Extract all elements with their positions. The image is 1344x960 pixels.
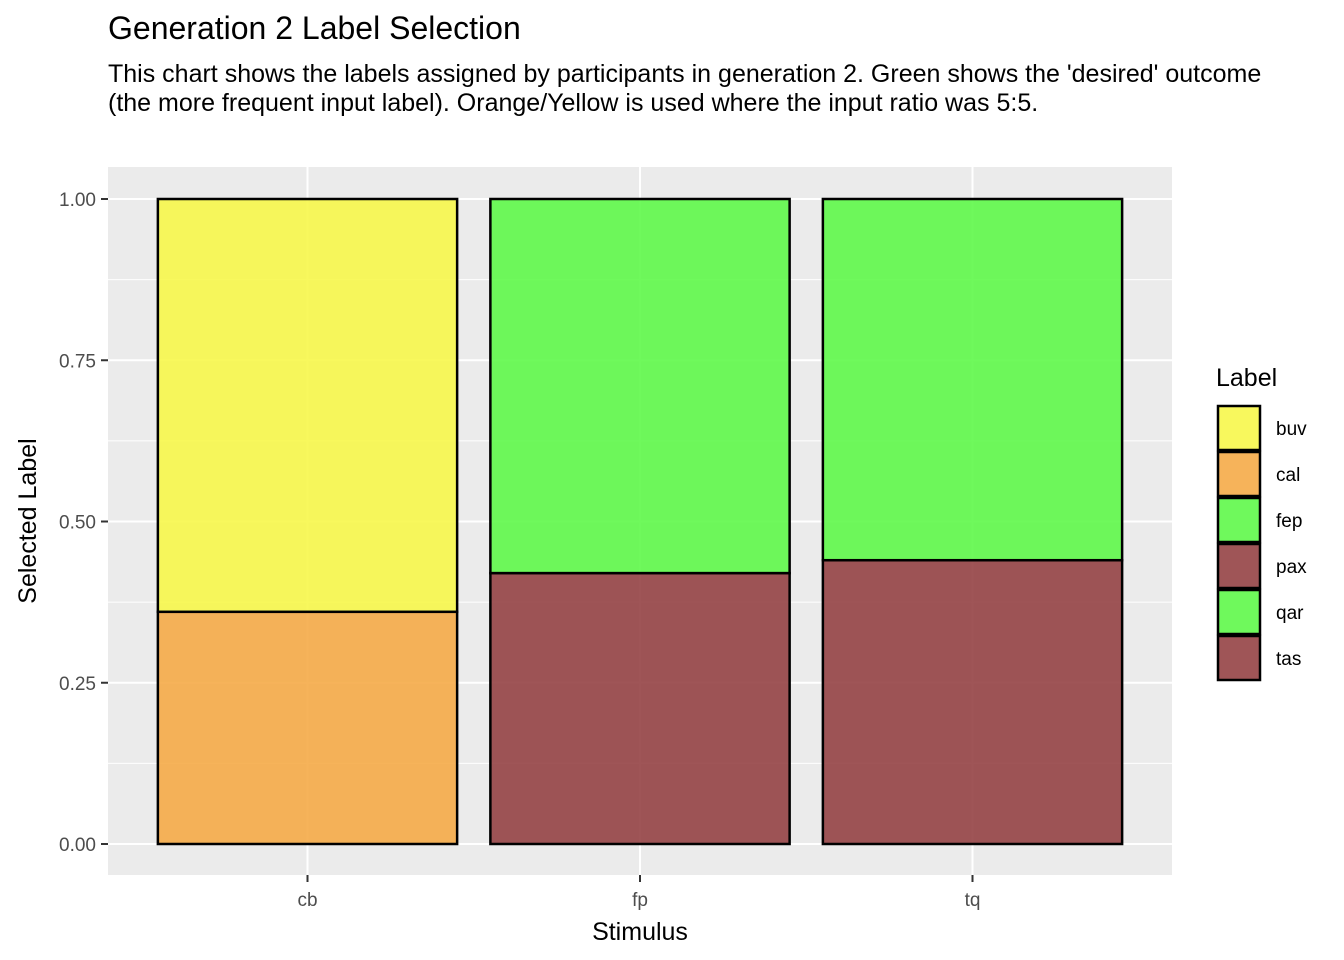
y-tick-label: 0.75 — [59, 351, 96, 372]
y-tick-label: 0.00 — [59, 835, 96, 856]
legend-key-pax — [1216, 542, 1262, 590]
legend-label-pax: pax — [1276, 557, 1307, 578]
legend-title: Label — [1216, 364, 1277, 392]
legend-label-fep: fep — [1276, 511, 1302, 532]
bar-segment-tq-tas — [821, 558, 1124, 846]
chart-subtitle: This chart shows the labels assigned by … — [108, 60, 1262, 117]
bar-segment-fp-pax — [489, 571, 791, 846]
chart-title: Generation 2 Label Selection — [108, 10, 521, 46]
legend-key-tas — [1216, 634, 1262, 682]
legend-key-buv — [1216, 404, 1262, 452]
bars — [156, 197, 1124, 846]
legend-key-cal — [1216, 450, 1262, 498]
x-tick-label: cb — [297, 890, 317, 911]
legend-label-qar: qar — [1276, 603, 1304, 624]
bar-segment-cb-buv — [156, 197, 459, 614]
legend-key-fep — [1216, 496, 1262, 544]
bar-segment-cb-cal — [156, 610, 459, 846]
legend-label-tas: tas — [1276, 649, 1301, 670]
bar-segment-tq-qar — [821, 197, 1124, 562]
x-tick-label: tq — [965, 890, 981, 911]
y-axis-title: Selected Label — [14, 438, 42, 603]
legend-label-buv: buv — [1276, 419, 1307, 440]
legend-key-qar — [1216, 588, 1262, 636]
bar-segment-fp-fep — [489, 197, 791, 575]
legend: Label buv cal fep pax qar tas — [1216, 364, 1307, 682]
x-axis-title: Stimulus — [592, 918, 688, 946]
y-tick-label: 0.50 — [59, 513, 96, 534]
x-tick-label: fp — [632, 890, 648, 911]
y-tick-label: 1.00 — [59, 190, 96, 211]
x-axis: cb fp tq — [297, 875, 980, 911]
y-tick-label: 0.25 — [59, 674, 96, 695]
y-axis: 0.00 0.25 0.50 0.75 1.00 — [59, 190, 108, 856]
legend-label-cal: cal — [1276, 465, 1300, 486]
